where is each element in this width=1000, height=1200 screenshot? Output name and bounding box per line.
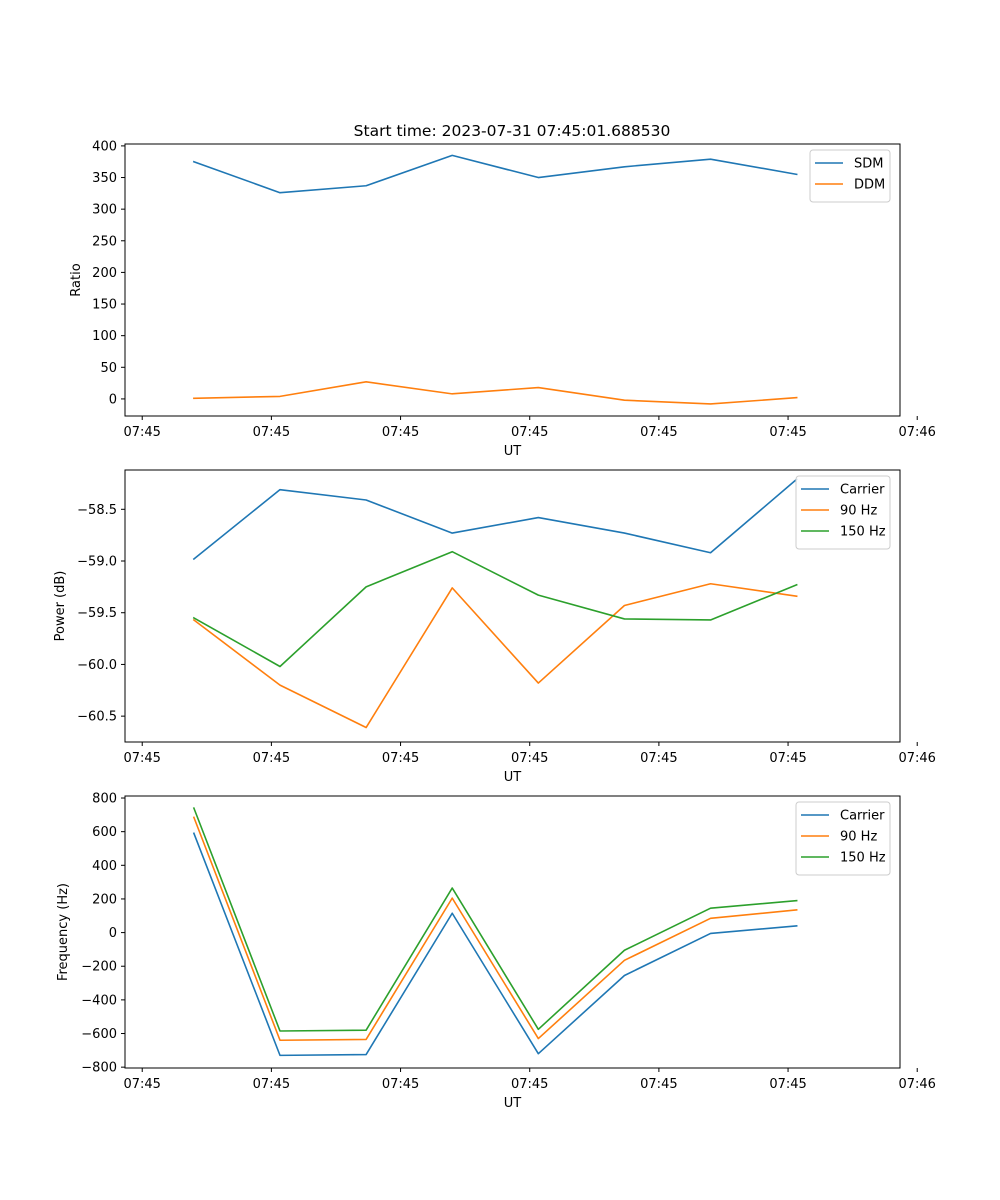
y-tick-label: 200 — [92, 266, 117, 281]
series-line-ddm — [193, 381, 798, 405]
legend-entry: SDM — [854, 157, 883, 172]
x-tick-label: 07:45 — [640, 751, 677, 766]
legend: SDM DDM — [809, 149, 891, 203]
legend-entry: Carrier — [840, 483, 885, 498]
y-tick-label: −60.5 — [77, 710, 117, 725]
y-tick-label: 600 — [92, 825, 117, 840]
x-tick-label: 07:45 — [253, 1077, 290, 1092]
x-tick-label: 07:45 — [769, 1077, 806, 1092]
y-tick-label: 150 — [92, 298, 117, 313]
y-tick-label: 400 — [92, 139, 117, 154]
y-tick-label: −200 — [81, 960, 117, 975]
y-tick-label: 0 — [109, 392, 117, 407]
x-tick-label: 07:45 — [511, 1077, 548, 1092]
axes-frame — [124, 795, 901, 1069]
power-panel: 07:45 07:45 07:45 07:45 07:45 07:45 07:46 −60.5… — [53, 469, 936, 785]
x-tick-label: 07:46 — [898, 425, 935, 440]
y-tick-label: −400 — [81, 993, 117, 1008]
y-tick-label: −60.0 — [77, 658, 117, 673]
x-tick-label: 07:46 — [898, 751, 935, 766]
y-axis-label: Frequency (Hz) — [56, 883, 71, 981]
x-tick-label: 07:45 — [123, 751, 160, 766]
y-tick-label: −600 — [81, 1027, 117, 1042]
legend-entry: DDM — [854, 178, 885, 193]
legend-entry: Carrier — [840, 809, 885, 824]
y-tick-label: 800 — [92, 792, 117, 807]
legend: Carrier 90 Hz 150 Hz — [795, 801, 891, 876]
x-tick-label: 07:45 — [123, 1077, 160, 1092]
x-axis-label: UT — [504, 1096, 522, 1111]
series-line-sdm — [192, 154, 798, 194]
legend-entry: 90 Hz — [840, 830, 877, 845]
legend: Carrier 90 Hz 150 Hz — [795, 475, 891, 550]
chart-title: Start time: 2023-07-31 07:45:01.688530 — [354, 122, 671, 140]
legend-entry: 90 Hz — [840, 504, 877, 519]
series-line-150-hz — [192, 550, 798, 668]
y-axis-label: Power (dB) — [53, 571, 68, 642]
x-tick-label: 07:45 — [511, 425, 548, 440]
y-tick-label: 350 — [92, 171, 117, 186]
x-axis-label: UT — [504, 770, 522, 785]
y-tick-label: 200 — [92, 892, 117, 907]
axes-frame — [124, 469, 901, 743]
y-tick-label: −59.5 — [77, 606, 117, 621]
y-tick-label: 250 — [92, 234, 117, 249]
x-axis-label: UT — [504, 444, 522, 459]
x-tick-label: 07:45 — [640, 1077, 677, 1092]
y-tick-label: 50 — [100, 361, 117, 376]
x-tick-label: 07:45 — [382, 751, 419, 766]
x-tick-label: 07:45 — [511, 751, 548, 766]
legend-entry: 150 Hz — [840, 525, 886, 540]
x-tick-label: 07:45 — [769, 751, 806, 766]
series-line-carrier — [192, 832, 798, 1057]
series-line-150-hz — [192, 807, 798, 1032]
x-tick-label: 07:45 — [382, 1077, 419, 1092]
series-line-90-hz — [192, 582, 798, 729]
x-tick-label: 07:45 — [253, 425, 290, 440]
y-tick-label: 300 — [92, 203, 117, 218]
series-line-carrier — [192, 478, 798, 561]
y-tick-label: 400 — [92, 859, 117, 874]
x-tick-label: 07:45 — [769, 425, 806, 440]
frequency-panel: 07:45 07:45 07:45 07:45 07:45 07:45 07:46 −800 −… — [56, 792, 936, 1111]
y-tick-label: 100 — [92, 329, 117, 344]
y-tick-label: −58.5 — [77, 503, 117, 518]
x-tick-label: 07:46 — [898, 1077, 935, 1092]
x-tick-label: 07:45 — [382, 425, 419, 440]
series-line-90-hz — [192, 816, 798, 1042]
x-tick-label: 07:45 — [253, 751, 290, 766]
y-axis-label: Ratio — [69, 263, 84, 296]
y-tick-label: 0 — [109, 926, 117, 941]
x-tick-label: 07:45 — [123, 425, 160, 440]
axes-frame — [124, 143, 901, 417]
x-tick-label: 07:45 — [640, 425, 677, 440]
y-tick-label: −59.0 — [77, 555, 117, 570]
y-tick-label: −800 — [81, 1061, 117, 1076]
ratio-panel: 07:45 07:45 07:45 07:45 07:45 07:45 07:46 0 50 10… — [69, 139, 936, 459]
legend-entry: 150 Hz — [840, 851, 886, 866]
